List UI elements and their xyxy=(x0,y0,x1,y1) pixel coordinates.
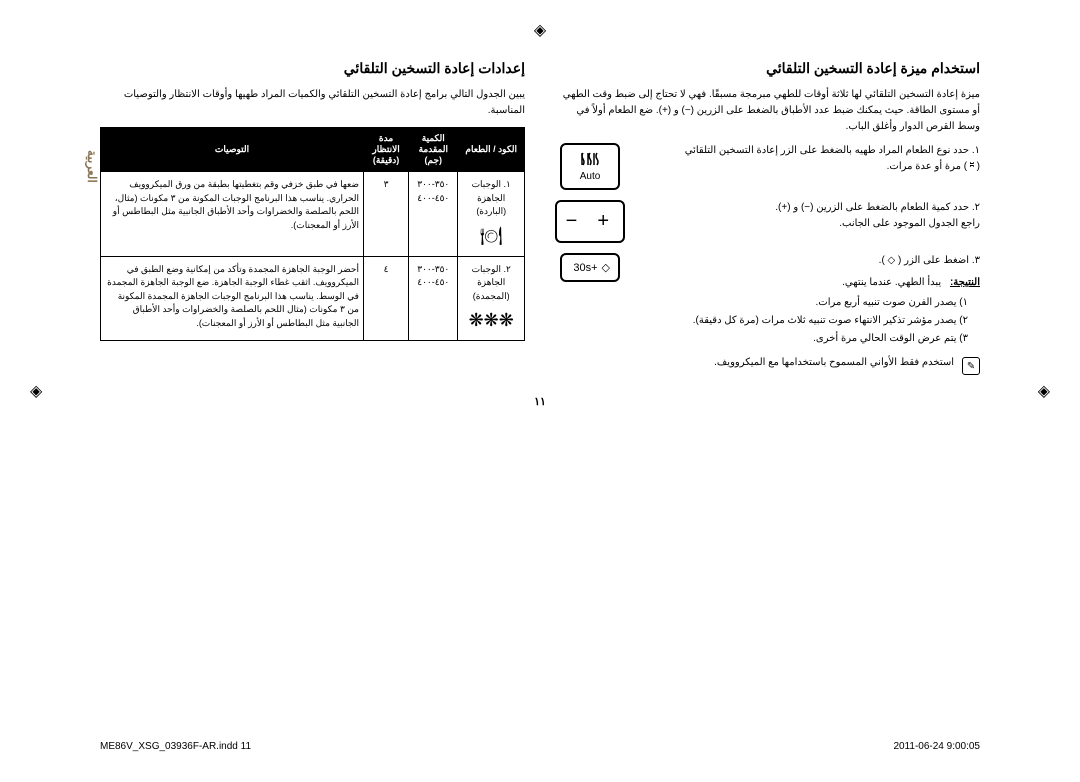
step-3-text: ٣. اضغط على الزر ( ◇ ). النتيجة: يبدأ ال… xyxy=(637,253,980,349)
page-content: استخدام ميزة إعادة التسخين التلقائي ميزة… xyxy=(0,0,1080,448)
left-column: إعدادات إعادة التسخين التلقائي يبين الجد… xyxy=(100,60,525,375)
cell-qty-1: ٣٥٠-٣٠٠ ٤٥٠-٤٠٠ xyxy=(409,172,458,257)
note-icon: ✎ xyxy=(962,357,980,375)
result-sub-1: ١) يصدر الفرن صوت تنبيه أربع مرات. xyxy=(637,295,968,311)
step-2-text: ٢. حدد كمية الطعام بالضغط على الزرين (−)… xyxy=(637,200,980,232)
note-text: استخدم فقط الأواني المسموح باستخدامها مع… xyxy=(714,357,954,368)
result-label: النتيجة: xyxy=(950,277,980,288)
step-3: ٣. اضغط على الزر ( ◇ ). النتيجة: يبدأ ال… xyxy=(555,253,980,349)
right-heading: استخدام ميزة إعادة التسخين التلقائي xyxy=(555,60,980,77)
table-row: ٢. الوجبات الجاهزة (المجمدة) ❋❋❋ ٣٥٠-٣٠٠… xyxy=(101,256,525,341)
cell-rec-2: أحضر الوجبة الجاهزة المجمدة وتأكد من إمك… xyxy=(101,256,364,341)
footer-timestamp: 2011-06-24 9:00:05 xyxy=(893,741,980,752)
cell-qty-2: ٣٥٠-٣٠٠ ٤٥٠-٤٠٠ xyxy=(409,256,458,341)
plus-minus-icon: + − xyxy=(555,200,625,243)
table-header-row: الكود / الطعام الكمية المقدمة (جم) مدة ا… xyxy=(101,128,525,172)
left-intro: يبين الجدول التالي برامج إعادة التسخين ا… xyxy=(100,87,525,119)
result-sub-3: ٣) يتم عرض الوقت الحالي مرة أخرى. xyxy=(637,331,968,347)
minus-icon: − xyxy=(566,210,578,233)
footer: ME86V_XSG_03936F-AR.indd 11 2011-06-24 9… xyxy=(100,741,980,752)
result-text: يبدأ الطهي. عندما ينتهي. xyxy=(842,277,941,288)
auto-reheat-icon: Auto xyxy=(555,143,625,190)
right-column: استخدام ميزة إعادة التسخين التلقائي ميزة… xyxy=(555,60,980,375)
heat-waves-icon xyxy=(578,151,602,169)
th-wait: مدة الانتظار (دقيقة) xyxy=(364,128,409,172)
plus-icon: + xyxy=(597,210,609,233)
left-heading: إعدادات إعادة التسخين التلقائي xyxy=(100,60,525,77)
page-number: ١١ xyxy=(100,395,980,408)
table-row: ١. الوجبات الجاهزة (الباردة) 🍽 ٣٥٠-٣٠٠ ٤… xyxy=(101,172,525,257)
steps-list: ١. حدد نوع الطعام المراد طهيه بالضغط على… xyxy=(555,143,980,349)
step-1-line2: ( ⎶ ) مرة أو عدة مرات. xyxy=(637,159,980,175)
right-intro: ميزة إعادة التسخين التلقائي لها ثلاثة أو… xyxy=(555,87,980,135)
code-1-text: ١. الوجبات الجاهزة (الباردة) xyxy=(462,178,520,219)
step-2-line2: راجع الجدول الموجود على الجانب. xyxy=(637,216,980,232)
step-1: ١. حدد نوع الطعام المراد طهيه بالضغط على… xyxy=(555,143,980,190)
diamond-icon: ◇ xyxy=(602,261,610,274)
plus-30s-label: +30s xyxy=(573,262,597,274)
th-code: الكود / الطعام xyxy=(458,128,525,172)
cell-code-2: ٢. الوجبات الجاهزة (المجمدة) ❋❋❋ xyxy=(458,256,525,341)
result-sub-2: ٢) يصدر مؤشر تذكير الانتهاء صوت تنبيه ثل… xyxy=(637,313,968,329)
th-rec: التوصيات xyxy=(101,128,364,172)
th-qty: الكمية المقدمة (جم) xyxy=(409,128,458,172)
cell-code-1: ١. الوجبات الجاهزة (الباردة) 🍽 xyxy=(458,172,525,257)
result-sublist: ١) يصدر الفرن صوت تنبيه أربع مرات. ٢) يص… xyxy=(637,295,980,347)
step-1-text: ١. حدد نوع الطعام المراد طهيه بالضغط على… xyxy=(637,143,980,175)
step-1-line1: ١. حدد نوع الطعام المراد طهيه بالضغط على… xyxy=(637,143,980,159)
plate-icon: 🍽 xyxy=(480,223,503,250)
footer-file: ME86V_XSG_03936F-AR.indd 11 xyxy=(100,741,251,752)
code-2-text: ٢. الوجبات الجاهزة (المجمدة) xyxy=(462,263,520,304)
settings-table: الكود / الطعام الكمية المقدمة (جم) مدة ا… xyxy=(100,127,525,341)
cell-wait-2: ٤ xyxy=(364,256,409,341)
cell-wait-1: ٣ xyxy=(364,172,409,257)
frozen-icon: ❋❋❋ xyxy=(469,307,514,334)
note-row: ✎ استخدم فقط الأواني المسموح باستخدامها … xyxy=(555,357,980,375)
step-2-line1: ٢. حدد كمية الطعام بالضغط على الزرين (−)… xyxy=(637,200,980,216)
step-2: ٢. حدد كمية الطعام بالضغط على الزرين (−)… xyxy=(555,200,980,243)
step-3-line: ٣. اضغط على الزر ( ◇ ). xyxy=(637,253,980,269)
start-30s-icon: ◇ +30s xyxy=(555,253,625,282)
auto-label: Auto xyxy=(580,171,601,182)
cell-rec-1: ضعها في طبق خزفي وقم بتغطيتها بطبقة من و… xyxy=(101,172,364,257)
